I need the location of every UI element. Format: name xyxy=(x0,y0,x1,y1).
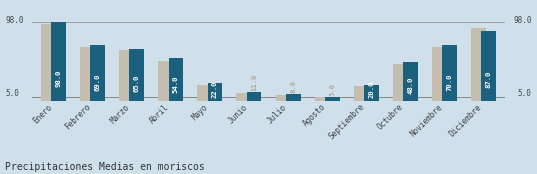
Bar xyxy=(432,47,447,101)
Text: Precipitaciones Medias en moriscos: Precipitaciones Medias en moriscos xyxy=(5,162,205,172)
Bar xyxy=(364,85,379,101)
Text: 69.0: 69.0 xyxy=(95,73,101,91)
Bar xyxy=(481,31,496,101)
Text: 5.0: 5.0 xyxy=(5,89,19,98)
Text: 5.0: 5.0 xyxy=(329,83,335,96)
Bar xyxy=(158,61,173,101)
Bar xyxy=(208,83,222,101)
Bar xyxy=(198,85,212,101)
Bar xyxy=(169,57,183,101)
Bar xyxy=(393,64,408,101)
Bar xyxy=(275,95,291,101)
Text: 98.0: 98.0 xyxy=(56,69,62,87)
Bar xyxy=(442,45,457,101)
Bar xyxy=(236,93,251,101)
Text: 8.0: 8.0 xyxy=(290,80,296,93)
Text: 65.0: 65.0 xyxy=(134,74,140,92)
Bar xyxy=(286,94,301,101)
Bar xyxy=(129,49,144,101)
Bar xyxy=(52,22,66,101)
Text: 98.0: 98.0 xyxy=(5,16,24,25)
Text: 98.0: 98.0 xyxy=(513,16,532,25)
Bar xyxy=(90,45,105,101)
Bar xyxy=(80,47,95,101)
Text: 87.0: 87.0 xyxy=(485,71,491,88)
Text: 11.0: 11.0 xyxy=(251,73,257,91)
Bar xyxy=(41,25,56,101)
Text: 20.0: 20.0 xyxy=(368,81,374,98)
Bar xyxy=(403,62,418,101)
Bar xyxy=(119,50,134,101)
Bar xyxy=(354,86,368,101)
Bar xyxy=(315,97,329,101)
Text: 70.0: 70.0 xyxy=(446,73,452,91)
Bar xyxy=(471,28,485,101)
Text: 5.0: 5.0 xyxy=(518,89,532,98)
Text: 22.0: 22.0 xyxy=(212,80,218,98)
Bar xyxy=(325,97,339,101)
Text: 48.0: 48.0 xyxy=(407,77,413,94)
Bar xyxy=(246,92,262,101)
Text: 54.0: 54.0 xyxy=(173,76,179,93)
